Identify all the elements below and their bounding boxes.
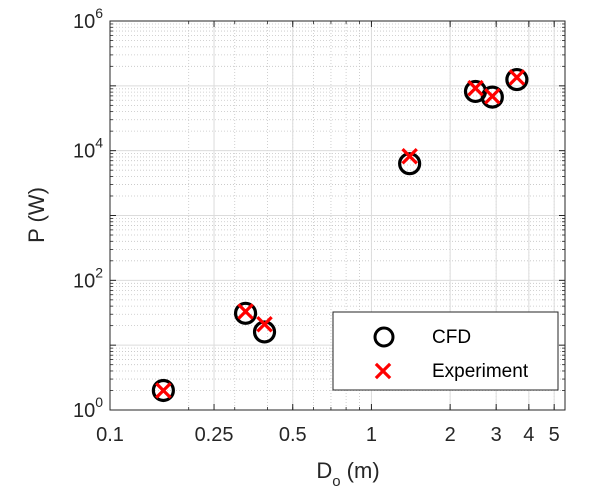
experiment-point-stroke <box>256 316 273 333</box>
cfd-point <box>398 152 422 176</box>
legend: CFD Experiment <box>332 311 559 391</box>
cfd-point <box>151 378 175 403</box>
data-points <box>151 67 529 403</box>
x-tick-label: 2 <box>445 424 456 446</box>
x-tick-label: 1 <box>366 424 377 446</box>
x-tick-label: 3 <box>491 424 502 446</box>
experiment-point-stroke <box>155 382 172 399</box>
y-tick-label: 106 <box>73 5 103 33</box>
experiment-point <box>508 69 526 86</box>
y-axis-title: P (W) <box>24 187 49 243</box>
experiment-point <box>155 382 172 399</box>
legend-cfd-marker <box>373 326 395 348</box>
x-tick-label: 0.25 <box>195 424 234 446</box>
axis-ticks <box>109 20 565 411</box>
experiment-point <box>467 79 484 97</box>
cfd-point <box>480 85 504 109</box>
y-tick-labels: 100 102 104 106 <box>73 5 103 422</box>
legend-experiment-marker <box>374 362 392 380</box>
cfd-point <box>233 301 258 325</box>
experiment-point-stroke <box>401 147 418 165</box>
experiment-point-stroke <box>237 303 254 320</box>
experiment-point-stroke <box>508 69 526 86</box>
y-tick-label: 102 <box>73 264 103 292</box>
x-axis-title-sub: o <box>332 473 340 490</box>
experiment-point <box>401 147 418 165</box>
experiment-point <box>256 316 273 333</box>
experiment-point <box>237 303 254 320</box>
y-tick-label: 104 <box>73 135 103 163</box>
experiment-point-stroke <box>467 79 484 97</box>
x-axis-title: Do (m) <box>316 458 379 490</box>
x-axis-title-rest: (m) <box>341 458 380 483</box>
x-axis-title-main: D <box>316 458 332 483</box>
cfd-point <box>505 67 529 92</box>
x-tick-label: 0.5 <box>279 424 307 446</box>
x-tick-label: 5 <box>549 424 560 446</box>
y-tick-label: 100 <box>73 394 103 422</box>
experiment-point-stroke <box>484 88 501 105</box>
cfd-point <box>252 320 277 344</box>
experiment-point <box>484 88 501 105</box>
legend-experiment-label: Experiment <box>432 361 529 382</box>
x-tick-label: 0.1 <box>96 424 124 446</box>
legend-cfd-label: CFD <box>432 327 471 348</box>
x-tick-labels: 0.1 0.25 0.5 1 2 3 4 5 <box>96 424 560 446</box>
x-tick-label: 4 <box>523 424 534 446</box>
legend-box <box>332 311 559 391</box>
